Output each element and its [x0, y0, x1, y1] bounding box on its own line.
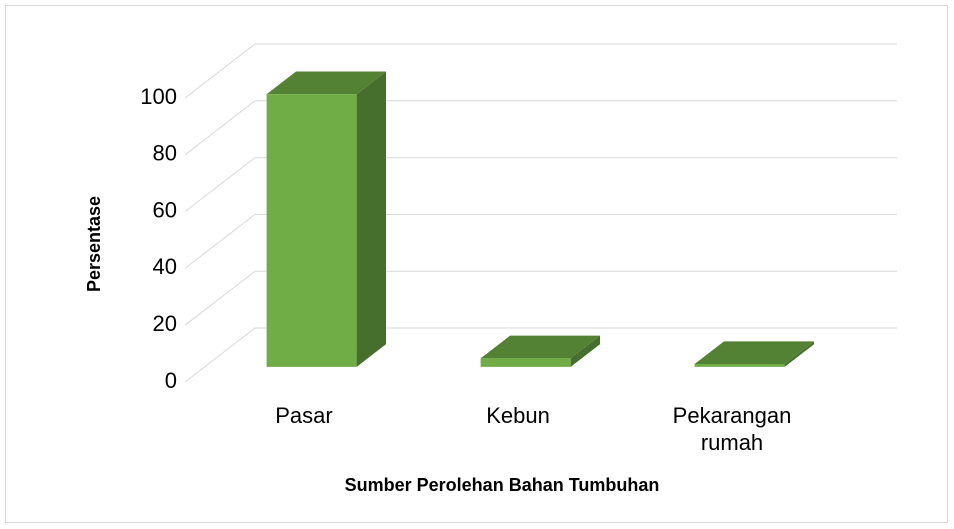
y-tick-label: 0 [165, 368, 177, 393]
bar-top [694, 341, 814, 365]
bar-side [570, 335, 600, 367]
y-tick-label: 40 [153, 254, 177, 279]
bar-side [356, 71, 386, 367]
grid-line [184, 327, 897, 383]
y-tick-label: 100 [140, 84, 177, 109]
bar [480, 358, 571, 367]
chart-border [5, 5, 948, 523]
y-tick-label: 80 [153, 141, 177, 166]
grid-line [184, 270, 897, 326]
bar-top [480, 335, 600, 359]
y-tick-label: 20 [153, 311, 177, 336]
grid-line [184, 157, 897, 212]
bar [266, 94, 357, 367]
x-tick-label: Pasar [275, 403, 333, 428]
y-axis-title: Persentase [84, 196, 104, 292]
x-axis-title: Sumber Perolehan Bahan Tumbuhan [345, 475, 660, 495]
bar-side [784, 341, 814, 367]
grid-line [184, 213, 897, 269]
grid-line [184, 43, 897, 99]
x-tick-label: Pekarangan rumah [672, 403, 792, 455]
bar [694, 364, 785, 367]
x-tick-label: Kebun [486, 403, 550, 428]
y-tick-label: 60 [153, 197, 177, 222]
grid-line [184, 100, 897, 156]
bar-top [266, 71, 386, 95]
